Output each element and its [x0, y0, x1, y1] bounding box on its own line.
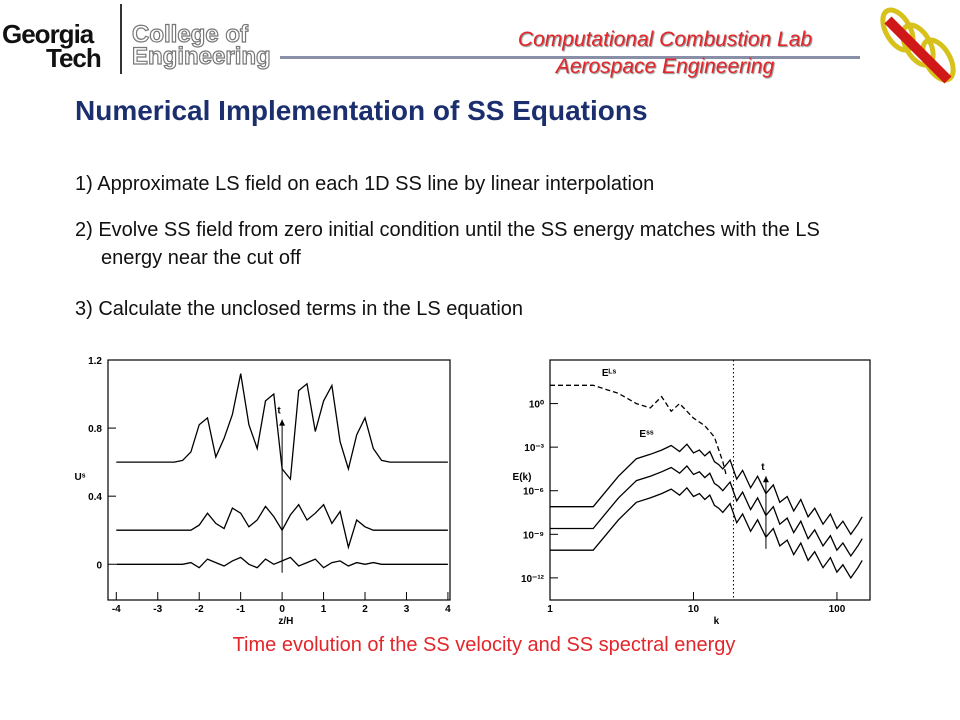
arrow-head [762, 476, 769, 483]
plot-frame [549, 359, 871, 601]
y-tick-label: 0.8 [88, 424, 102, 435]
annotation: t [761, 462, 765, 473]
list-item: 1) Approximate LS field on each 1D SS li… [75, 173, 655, 195]
y-tick-label: 0.4 [88, 492, 102, 503]
lab-line: Computational Combustion Lab [517, 28, 813, 51]
x-tick-label: 0 [279, 604, 285, 615]
x-tick-label: -4 [112, 604, 121, 615]
logo-divider [120, 4, 122, 74]
header-rule [280, 56, 860, 59]
plot-frame [107, 359, 451, 601]
data-line [550, 443, 863, 536]
annotation: t [277, 406, 281, 417]
x-tick-label: 3 [404, 604, 410, 615]
lab-icon [880, 7, 956, 84]
college-word: Engineering [131, 43, 271, 70]
x-tick-label: -3 [153, 604, 162, 615]
x-tick-label: -1 [236, 604, 245, 615]
list-item: 3) Calculate the unclosed terms in the L… [75, 298, 524, 320]
y-tick-label: 0 [96, 560, 102, 571]
x-tick-label: 1 [547, 604, 553, 615]
data-line [550, 486, 863, 580]
x-tick-label: 4 [445, 604, 451, 615]
x-tick-label: 10 [688, 604, 700, 615]
data-line [550, 384, 728, 477]
x-tick-label: 2 [362, 604, 368, 615]
lab-line: Aerospace Engineering [555, 55, 775, 78]
y-axis-label: E(k) [513, 472, 532, 483]
college-name: College of Engineering [131, 21, 271, 70]
caption: Time evolution of the SS velocity and SS… [232, 634, 736, 656]
logo-word: Georgia [2, 19, 94, 49]
x-tick-label: 100 [829, 604, 846, 615]
y-tick-label: 10⁻⁹ [523, 530, 544, 541]
slide-title: Numerical Implementation of SS Equations [75, 95, 648, 126]
list-item: 2) Evolve SS field from zero initial con… [75, 219, 820, 269]
annotation: Eˢˢ [639, 429, 653, 440]
y-tick-label: 1.2 [88, 356, 102, 367]
y-tick-label: 10⁻¹² [521, 574, 545, 585]
y-tick-label: 10⁰ [529, 400, 544, 411]
y-tick-label: 10⁻⁶ [523, 487, 544, 498]
x-axis-label: k [714, 616, 720, 627]
logo-word: Tech [46, 43, 102, 73]
arrow-head [279, 419, 286, 426]
college-word: College of [131, 21, 249, 48]
y-tick-label: 10⁻³ [524, 443, 544, 454]
lab-name: Computational Combustion Lab Aerospace En… [470, 26, 860, 80]
logo: Georgia Tech [2, 19, 102, 73]
x-axis-label: z/H [278, 616, 293, 627]
annotation: Eᴸˢ [602, 368, 617, 379]
y-axis-label: Uˢ [75, 472, 86, 483]
x-tick-label: 1 [321, 604, 327, 615]
data-line [550, 465, 863, 558]
x-tick-label: -2 [195, 604, 204, 615]
